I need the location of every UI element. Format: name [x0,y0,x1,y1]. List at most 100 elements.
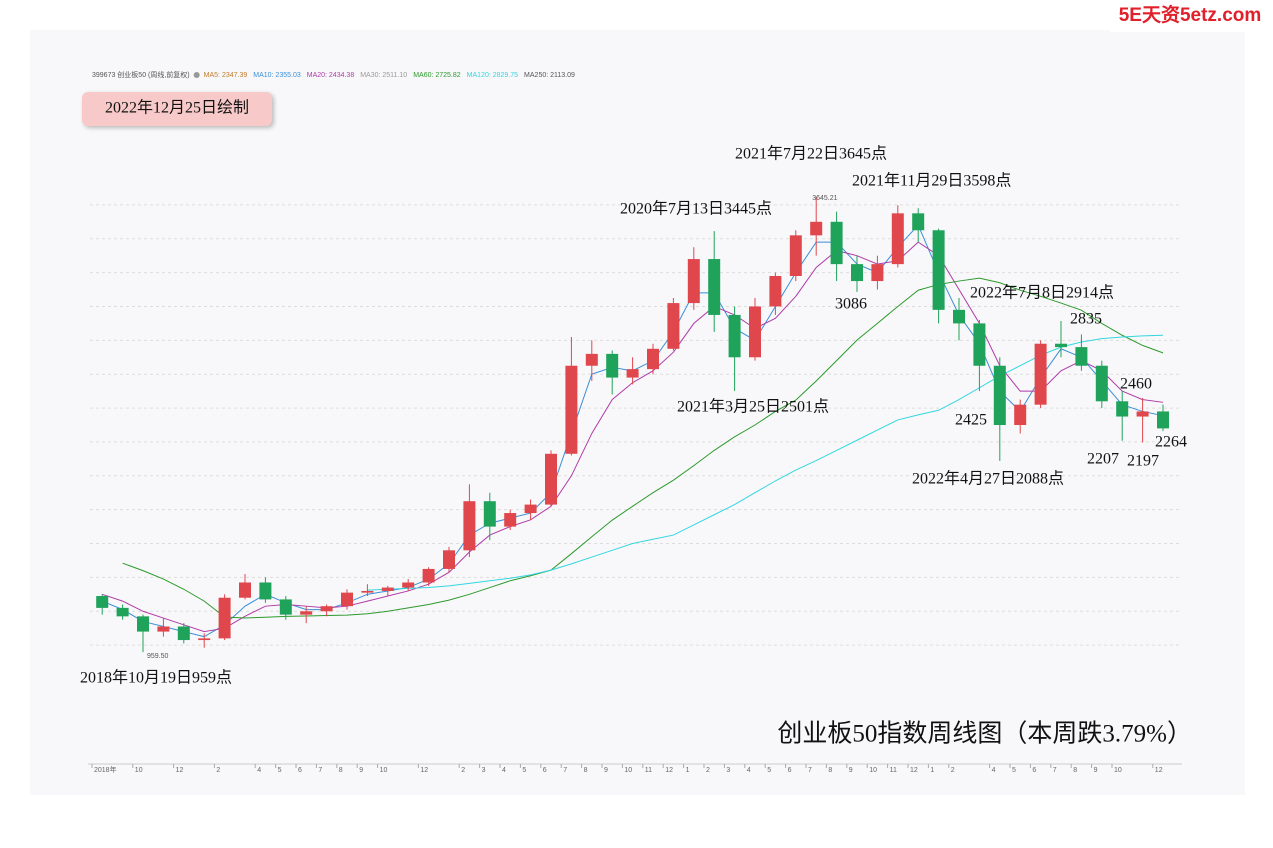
x-tick-label: 8 [1073,767,1077,774]
candle-body [198,638,211,641]
legend-item: MA20: 2434.38 [307,72,355,79]
legend-item: MA250: 2113.09 [524,72,575,79]
candle-body [320,606,333,612]
x-tick-label: 4 [257,767,261,774]
candle-body [1136,411,1149,417]
x-tick-label: 9 [1094,767,1098,774]
x-tick-label: 6 [543,767,547,774]
candle-body [932,230,945,310]
candle-body [687,259,700,304]
candle-body [137,616,149,632]
x-tick-label: 12 [420,767,428,774]
candle-body [463,501,476,551]
x-tick-label: 12 [176,767,184,774]
x-tick-label: 10 [869,767,877,774]
ma-line [122,277,1164,619]
candle-body [565,365,578,454]
x-tick-label: 2 [216,767,220,774]
annotation: 2264 [1155,434,1187,451]
x-tick-label: 1 [686,767,690,774]
candle-body [218,597,231,639]
candle-body [830,221,843,265]
candle-body [483,501,496,527]
candle-body [443,550,455,569]
annotation: 2021年3月25日2501点 [677,398,829,416]
x-tick-label: 10 [380,767,388,774]
x-tick-label: 9 [604,767,608,774]
candle-body [259,582,272,600]
x-tick-label: 11 [890,767,897,774]
x-tick-label: 10 [1114,767,1122,774]
x-tick-label: 10 [135,767,143,774]
x-tick-label: 2018年 [94,765,117,774]
chart-title: 创业板50指数周线图（本周跌3.79%） [777,720,1192,748]
annotation: 2835 [1070,311,1102,328]
candle-body [973,323,986,366]
candle-body [116,607,129,617]
annotation: 2022年7月8日2914点 [970,284,1114,302]
x-tick-label: 6 [298,767,302,774]
x-tick-label: 9 [359,767,363,774]
candle-body [381,587,394,591]
candle-body [1075,347,1088,366]
annotation: 2460 [1120,376,1152,393]
x-tick-label: 8 [828,767,832,774]
annotation: 2021年7月22日3645点 [735,145,887,163]
candle-body [504,513,517,527]
ma-line [367,334,1164,591]
candle-body [1055,343,1067,348]
annotation: 2207 [1087,451,1119,468]
candle-body [1034,343,1047,405]
peak-label: 3645.21 [812,195,837,202]
candle-body [953,309,965,324]
x-tick-label: 5 [522,767,526,774]
legend-item: MA60: 2725.82 [413,72,461,79]
candle-body [341,592,353,607]
candle-body [402,582,415,588]
candle-body [177,626,190,641]
low-label: 959.50 [147,653,169,660]
x-tick-label: 7 [1053,767,1057,774]
legend-item: MA5: 2347.39 [204,72,248,79]
candle-body [728,314,741,358]
x-tick-label: 5 [1012,767,1016,774]
annotation: 2021年11月29日3598点 [852,172,1011,190]
x-tick-label: 6 [1032,767,1036,774]
x-tick-label: 4 [502,767,506,774]
candle-body [993,365,1006,425]
annotation: 2425 [955,412,987,429]
x-tick-label: 4 [747,767,751,774]
annotation: 2022年4月27日2088点 [912,470,1064,488]
candle-body [279,599,292,615]
x-tick-label: 6 [788,767,792,774]
candle-body [300,611,313,615]
chart-panel [30,30,1245,795]
x-tick-label: 7 [563,767,567,774]
x-tick-label: 9 [849,767,853,774]
x-tick-label: 2 [951,767,955,774]
candle-body [606,353,619,378]
candle-body [585,353,598,366]
legend-item: MA120: 2829.75 [467,72,518,79]
x-tick-label: 5 [278,767,282,774]
candle-body [871,264,884,282]
x-tick-label: 12 [910,767,918,774]
annotation: 3086 [835,296,867,313]
watermark: 5E天资5etz.com [1119,3,1262,26]
date-badge-text: 2022年12月25日绘制 [105,99,249,117]
annotation: 2197 [1127,453,1159,470]
candle-body [239,582,251,598]
x-tick-label: 7 [318,767,322,774]
candle-body [1157,411,1169,429]
legend-header: 399673 创业板50 (周线,前复权) [92,70,190,79]
x-tick-label: 3 [482,767,486,774]
candle-body [749,306,761,358]
x-tick-label: 8 [339,767,343,774]
x-tick-label: 7 [808,767,812,774]
watermark-bg [1110,2,1270,32]
candle-body [789,235,802,276]
candle-body [1014,404,1027,425]
candle-body [708,259,721,315]
candle-body [912,213,925,231]
